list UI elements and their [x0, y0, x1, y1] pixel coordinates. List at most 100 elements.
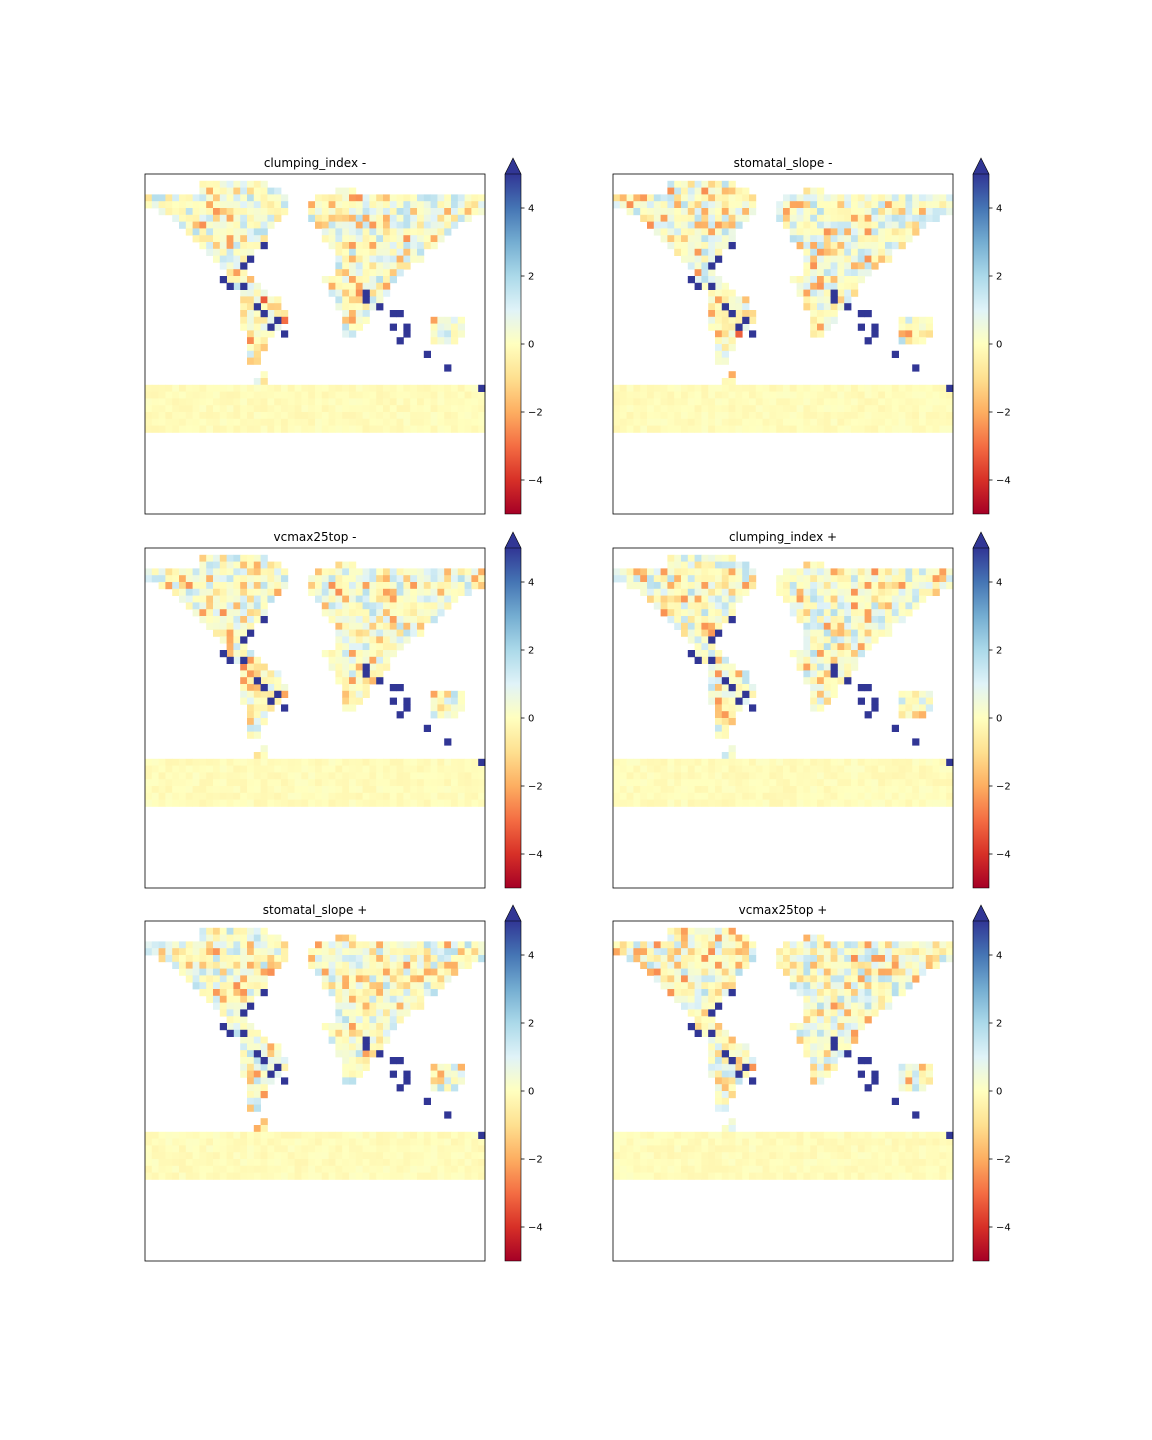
map-cell: [837, 242, 845, 250]
map-cell: [810, 697, 818, 705]
map-cell: [192, 568, 200, 576]
map-cell: [871, 588, 879, 596]
map-cell: [355, 1152, 363, 1160]
map-cell: [219, 989, 227, 997]
map-cell: [151, 575, 159, 583]
map-cell: [844, 989, 852, 997]
map-cell: [667, 609, 675, 617]
map-cell: [444, 799, 452, 807]
map-cell: [898, 799, 906, 807]
map-cell: [721, 398, 729, 406]
map-cell: [647, 418, 655, 426]
map-cell: [240, 982, 248, 990]
map-cell: [667, 561, 675, 569]
map-cell: [403, 602, 411, 610]
map-cell: [253, 955, 261, 963]
map-cell: [912, 779, 920, 787]
map-cell: [451, 792, 459, 800]
map-cell: [247, 927, 255, 935]
map-cell: [451, 316, 459, 324]
map-cell: [308, 772, 316, 780]
map-cell: [206, 948, 214, 956]
map-cell: [260, 758, 268, 766]
map-cell: [321, 772, 329, 780]
map-cell: [226, 214, 234, 222]
map-cell: [701, 282, 709, 290]
map-cell: [403, 786, 411, 794]
map-cell: [301, 799, 309, 807]
map-cell: [321, 595, 329, 603]
map-cell: [267, 684, 275, 692]
map-cell: [247, 1084, 255, 1092]
map-cell: [335, 595, 343, 603]
map-cell: [742, 961, 750, 969]
map-cell: [694, 616, 702, 624]
map-cell: [640, 772, 648, 780]
map-cell: [383, 208, 391, 216]
map-cell: [274, 1070, 282, 1078]
map-cell: [240, 697, 248, 705]
map-cell: [165, 1152, 173, 1160]
map-cell: [240, 412, 248, 420]
map-cell: [213, 1159, 221, 1167]
map-cell: [796, 961, 804, 969]
map-cell: [681, 228, 689, 236]
map-cell: [362, 799, 370, 807]
map-cell: [444, 704, 452, 712]
map-cell: [789, 194, 797, 202]
map-cell: [919, 772, 927, 780]
map-cell: [321, 1172, 329, 1180]
map-cell: [260, 575, 268, 583]
map-cell: [321, 221, 329, 229]
map-cell: [674, 968, 682, 976]
map-cell: [260, 961, 268, 969]
map-cell: [287, 1165, 295, 1173]
map-cell: [199, 208, 207, 216]
map-cell: [233, 1145, 241, 1153]
map-cell: [864, 602, 872, 610]
map-cell: [464, 588, 472, 596]
map-cell: [247, 622, 255, 630]
map-cell: [369, 786, 377, 794]
map-cell: [464, 792, 472, 800]
map-cell: [905, 758, 913, 766]
map-cell: [653, 772, 661, 780]
map-cell: [342, 786, 350, 794]
map-cell: [687, 248, 695, 256]
map-cell: [328, 989, 336, 997]
map-cell: [728, 758, 736, 766]
map-cell: [660, 799, 668, 807]
map-cell: [274, 1050, 282, 1058]
map-cell: [932, 412, 940, 420]
map-cell: [864, 792, 872, 800]
map-cell: [376, 425, 384, 433]
map-cell: [701, 568, 709, 576]
map-cell: [179, 786, 187, 794]
map-cell: [885, 609, 893, 617]
map-cell: [749, 208, 757, 216]
map-cell: [172, 941, 180, 949]
map-cell: [905, 316, 913, 324]
map-cell: [253, 310, 261, 318]
map-cell: [681, 948, 689, 956]
map-cell: [335, 1050, 343, 1058]
map-cell: [219, 622, 227, 630]
map-cell: [240, 1172, 248, 1180]
map-cell: [219, 561, 227, 569]
map-cell: [796, 941, 804, 949]
map-cell: [219, 792, 227, 800]
map-cell: [369, 595, 377, 603]
map-cell: [687, 622, 695, 630]
map-cell: [213, 221, 221, 229]
map-cell: [464, 765, 472, 773]
map-cell: [403, 582, 411, 590]
map-cell: [145, 758, 153, 766]
map-cell: [444, 221, 452, 229]
map-cell: [708, 982, 716, 990]
map-cell: [179, 391, 187, 399]
map-cell: [437, 704, 445, 712]
map-cell: [355, 609, 363, 617]
map-cell: [701, 622, 709, 630]
map-cell-strong: [830, 663, 838, 671]
map-cell: [369, 194, 377, 202]
